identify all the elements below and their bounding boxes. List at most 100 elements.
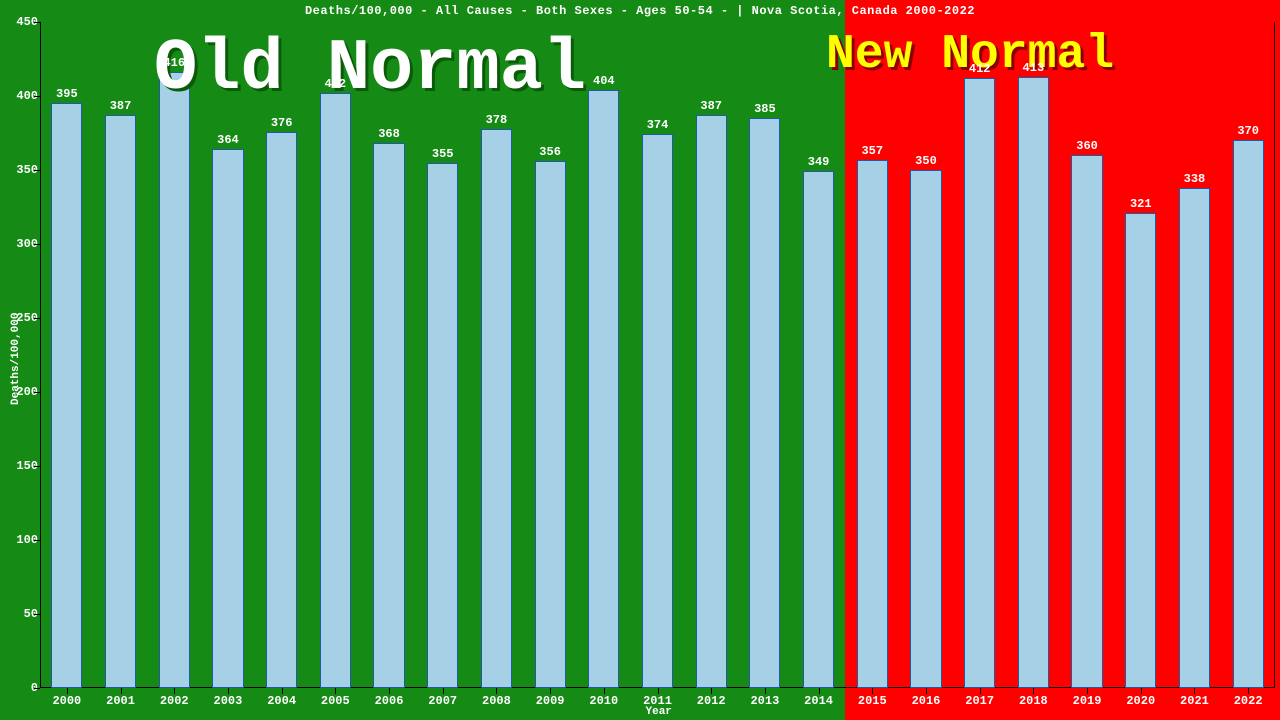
x-tick-label: 2002 [160, 694, 189, 708]
y-tick-mark [34, 170, 40, 171]
x-tick-mark [335, 688, 336, 694]
chart-title: Deaths/100,000 - All Causes - Both Sexes… [0, 4, 1280, 18]
x-tick-label: 2000 [52, 694, 81, 708]
x-tick-mark [658, 688, 659, 694]
x-tick-label: 2019 [1073, 694, 1102, 708]
x-tick-mark [282, 688, 283, 694]
x-tick-label: 2017 [965, 694, 994, 708]
y-tick-mark [34, 466, 40, 467]
y-tick-mark [34, 318, 40, 319]
bar [857, 160, 888, 688]
y-tick-mark [34, 96, 40, 97]
x-tick-label: 2008 [482, 694, 511, 708]
bar [1018, 77, 1049, 688]
x-tick-mark [819, 688, 820, 694]
x-tick-label: 2012 [697, 694, 726, 708]
bar [803, 171, 834, 688]
bar-value-label: 368 [378, 127, 400, 141]
x-tick-label: 2005 [321, 694, 350, 708]
bar-value-label: 385 [754, 102, 776, 116]
x-tick-label: 2015 [858, 694, 887, 708]
x-tick-mark [980, 688, 981, 694]
bar [910, 170, 941, 688]
x-tick-mark [1087, 688, 1088, 694]
x-tick-label: 2021 [1180, 694, 1209, 708]
bar [212, 149, 243, 688]
x-tick-mark [711, 688, 712, 694]
x-tick-mark [174, 688, 175, 694]
bar-value-label: 370 [1237, 124, 1259, 138]
x-tick-label: 2020 [1126, 694, 1155, 708]
x-tick-mark [604, 688, 605, 694]
bar-value-label: 387 [110, 99, 132, 113]
bar-value-label: 376 [271, 116, 293, 130]
bar-value-label: 321 [1130, 197, 1152, 211]
bar [749, 118, 780, 688]
y-axis-right [1274, 22, 1275, 688]
y-tick-mark [34, 392, 40, 393]
bar-value-label: 402 [325, 77, 347, 91]
y-tick-mark [34, 22, 40, 23]
x-tick-label: 2007 [428, 694, 457, 708]
chart-container: Deaths/100,000 - All Causes - Both Sexes… [0, 0, 1280, 720]
x-tick-mark [1033, 688, 1034, 694]
bar [320, 93, 351, 688]
y-axis [40, 22, 41, 688]
bar-value-label: 374 [647, 118, 669, 132]
bar-value-label: 364 [217, 133, 239, 147]
bar-value-label: 395 [56, 87, 78, 101]
x-tick-label: 2004 [267, 694, 296, 708]
x-tick-label: 2013 [750, 694, 779, 708]
x-tick-label: 2003 [214, 694, 243, 708]
x-tick-mark [228, 688, 229, 694]
x-tick-label: 2006 [375, 694, 404, 708]
bar [642, 134, 673, 688]
bar [1233, 140, 1264, 688]
bar-value-label: 387 [700, 99, 722, 113]
bar-value-label: 350 [915, 154, 937, 168]
bar [535, 161, 566, 688]
x-tick-mark [496, 688, 497, 694]
x-tick-mark [872, 688, 873, 694]
x-tick-mark [121, 688, 122, 694]
x-tick-mark [550, 688, 551, 694]
x-tick-mark [389, 688, 390, 694]
x-tick-label: 2001 [106, 694, 135, 708]
x-axis-label: Year [646, 706, 672, 718]
y-tick-mark [34, 688, 40, 689]
x-tick-mark [67, 688, 68, 694]
x-tick-mark [443, 688, 444, 694]
y-tick-mark [34, 244, 40, 245]
bar-value-label: 357 [861, 144, 883, 158]
bar [1125, 213, 1156, 688]
bar [51, 103, 82, 688]
x-tick-mark [765, 688, 766, 694]
x-tick-label: 2022 [1234, 694, 1263, 708]
x-tick-label: 2009 [536, 694, 565, 708]
bar [159, 72, 190, 688]
bar [427, 163, 458, 688]
x-tick-mark [1141, 688, 1142, 694]
bar-value-label: 355 [432, 147, 454, 161]
bar-value-label: 416 [163, 56, 185, 70]
bar [481, 129, 512, 688]
bar-value-label: 349 [808, 155, 830, 169]
x-tick-label: 2018 [1019, 694, 1048, 708]
x-tick-mark [1194, 688, 1195, 694]
plot-area: 0501001502002503003504004503952000387200… [40, 22, 1275, 688]
bar-value-label: 378 [486, 113, 508, 127]
bar-value-label: 338 [1184, 172, 1206, 186]
x-tick-mark [926, 688, 927, 694]
x-tick-label: 2010 [589, 694, 618, 708]
y-tick-mark [34, 614, 40, 615]
y-tick-mark [34, 540, 40, 541]
bar [266, 132, 297, 688]
bar-value-label: 412 [969, 62, 991, 76]
bar [373, 143, 404, 688]
y-axis-label: Deaths/100,000 [10, 313, 22, 405]
overlay-old-normal: Old Normal [154, 28, 586, 110]
x-tick-mark [1248, 688, 1249, 694]
bar-value-label: 360 [1076, 139, 1098, 153]
bar-value-label: 413 [1023, 61, 1045, 75]
bar [1071, 155, 1102, 688]
